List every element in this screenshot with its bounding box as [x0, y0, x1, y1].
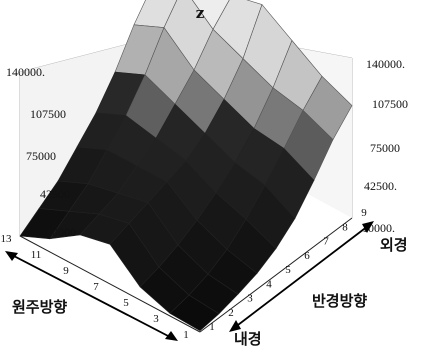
y-tick-label: 9	[361, 207, 367, 219]
y-tick-label: 3	[247, 293, 253, 305]
y-tick-label: 7	[323, 236, 329, 248]
y-axis-ticks: 1 2 3 4 5 6 7 8 9	[209, 207, 367, 333]
outer-label: 외경	[380, 236, 408, 254]
floor-axes	[19, 217, 353, 333]
x-tick-label: 1	[183, 329, 189, 341]
x-tick-label: 3	[153, 313, 159, 325]
x-tick-label: 5	[123, 297, 129, 309]
z-tick-left: 107500	[30, 107, 66, 121]
z-tick-left: 42500	[40, 187, 70, 201]
z-tick-right: 75000	[370, 141, 400, 155]
surface	[19, 0, 353, 332]
x-axis-arrow	[5, 251, 178, 341]
z-tick-left: 75000	[26, 149, 56, 163]
y-axis-label: 반경방향	[312, 292, 367, 310]
x-axis-label: 원주방향	[12, 298, 67, 316]
y-tick-label: 1	[209, 321, 215, 333]
z-axis-title: z	[196, 4, 205, 22]
x-tick-label: 13	[1, 233, 13, 245]
y-tick-label: 5	[285, 264, 291, 276]
y-tick-label: 2	[228, 307, 234, 319]
y-tick-label: 8	[342, 221, 348, 233]
z-tick-right: 140000.	[366, 57, 405, 71]
z-tick-right: 42500.	[364, 179, 397, 193]
y-axis-arrow	[229, 221, 374, 332]
x-tick-label: 7	[93, 281, 99, 293]
inner-label: 내경	[234, 330, 262, 348]
z-floor-label: 10000	[46, 225, 76, 239]
z-ticks-left: 42500 75000 107500 140000.	[6, 65, 70, 201]
y-tick-label: 6	[304, 250, 310, 262]
x-tick-label: 9	[63, 265, 69, 277]
surface-patch	[169, 294, 220, 332]
y-tick-label: 4	[266, 278, 272, 290]
x-tick-label: 11	[31, 249, 42, 261]
z-tick-left: 140000.	[6, 65, 45, 79]
z-tick-right: 107500	[372, 97, 408, 111]
